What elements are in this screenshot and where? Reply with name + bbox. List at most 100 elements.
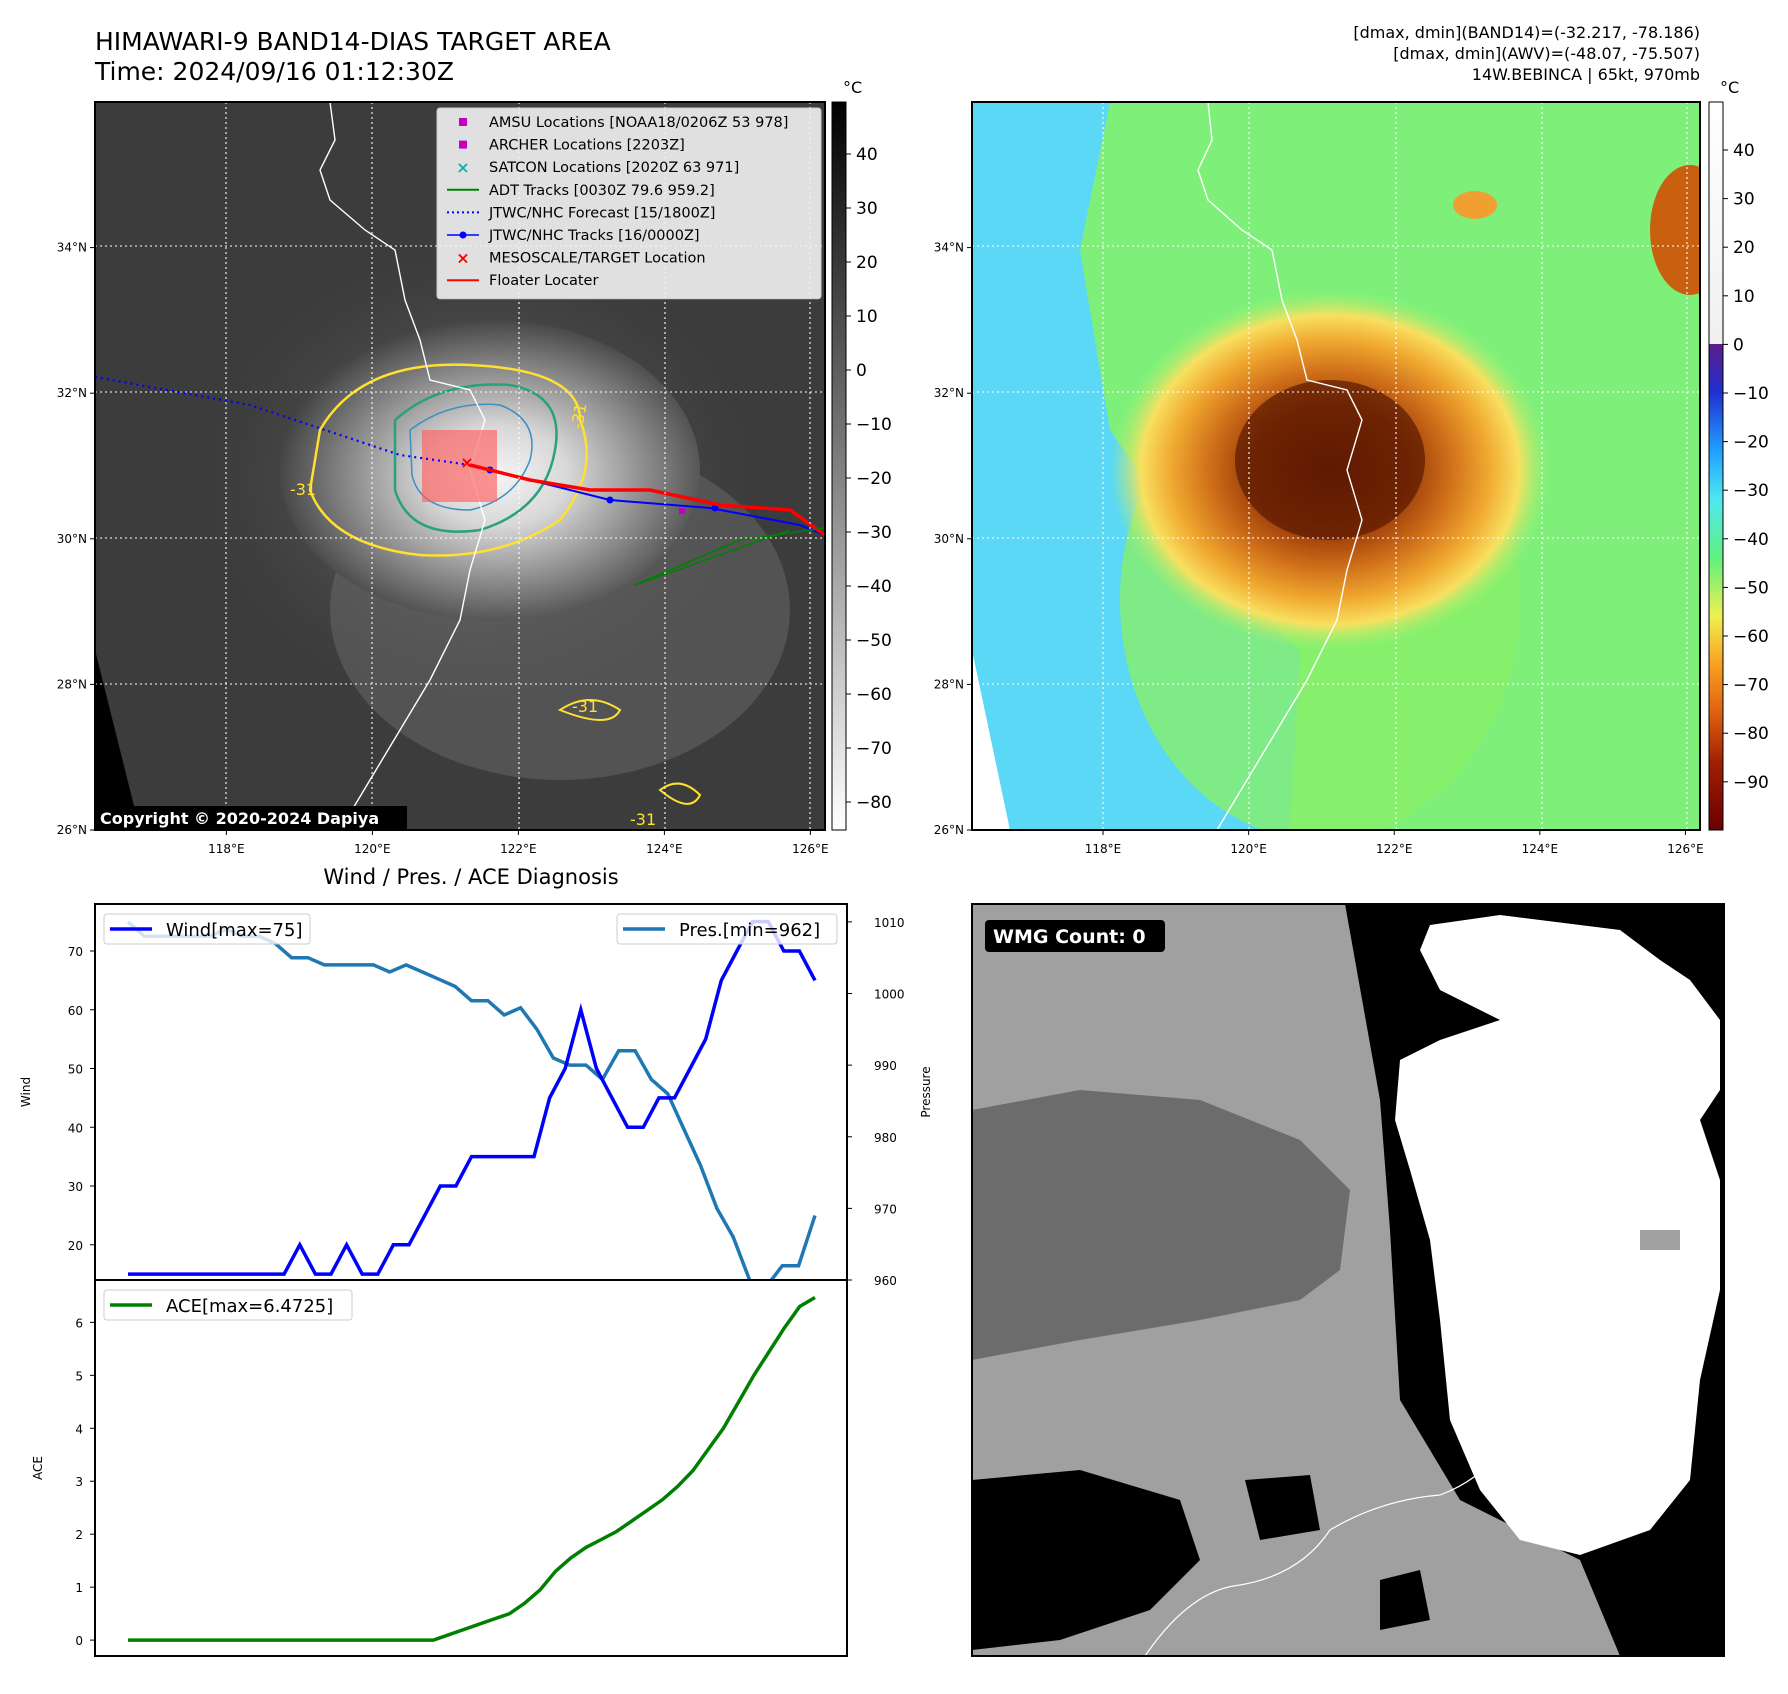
- wmg-panel: WMG Count: 0: [971, 903, 1725, 1657]
- legend-item-label: JTWC/NHC Forecast [15/1800Z]: [488, 205, 715, 221]
- legend-item-label: ADT Tracks [0030Z 79.6 959.2]: [489, 183, 715, 199]
- wind-axis: 20 30 40 50 60 70: [68, 945, 95, 1253]
- colorbar2-cold: [1709, 344, 1723, 830]
- colorbar-tick-label: −20: [856, 469, 892, 489]
- copyright-text: Copyright © 2020-2024 Dapiya: [100, 809, 379, 828]
- colorbar-tick-label: 20: [856, 253, 878, 273]
- lat-label: 28°N: [57, 677, 87, 691]
- color-lon-labels: 118°E 120°E 122°E 124°E 126°E: [1085, 830, 1704, 856]
- ir-legend: AMSU Locations [NOAA18/0206Z 53 978] ARCH…: [436, 107, 822, 300]
- y-tick-label: 980: [874, 1131, 897, 1145]
- ace-chart: 0 1 2 3 4 5 6 ACE ACE[max=6.4725]: [31, 1279, 848, 1657]
- awv-range: [dmax, dmin](AWV)=(-48.07, -75.507): [1393, 44, 1700, 63]
- ir-lon-labels: 118°E 120°E 122°E 124°E 126°E: [208, 830, 829, 856]
- ace-legend-box: [103, 1289, 353, 1321]
- ir-map-frame: [94, 101, 826, 831]
- contour-label: -31: [572, 697, 598, 716]
- colorbar1-ticks: 40 30 20 10 0 −10 −20 −30 −40 −50 −60 −70 −80: [846, 145, 892, 813]
- lat-label: 34°N: [57, 241, 87, 255]
- colorbar-tick-label: −90: [1733, 773, 1769, 793]
- pressure-legend: Pres.[min=962]: [616, 913, 838, 945]
- colorbar-tick-label: 10: [1733, 287, 1755, 307]
- y-tick-label: 60: [68, 1004, 83, 1018]
- color-gridlines: [972, 102, 1700, 830]
- legend-square-marker-icon: [459, 118, 467, 126]
- ir-map-panel: × -31 -31 -31 -31 Copyright © 2020-2024 …: [57, 78, 892, 856]
- legend-dot-icon: [459, 231, 467, 239]
- pressure-legend-label: Pres.[min=962]: [679, 920, 820, 941]
- ir-legend-box: [436, 107, 822, 300]
- wmg-black-sw: [972, 1470, 1200, 1650]
- wmg-black-patch-2: [1380, 1570, 1430, 1630]
- contour-label: -31: [630, 810, 656, 829]
- wind-legend: Wind[max=75]: [103, 913, 311, 945]
- wind-series-line: [128, 919, 817, 1276]
- color-no-data: [972, 650, 1010, 830]
- lon-label: 120°E: [1230, 842, 1267, 856]
- floater-box: [422, 430, 497, 502]
- colorbar-tick-label: −10: [1733, 384, 1769, 404]
- colorbar-tick-label: −40: [1733, 530, 1769, 550]
- lon-label: 124°E: [1522, 842, 1559, 856]
- colorbar-tick-label: 40: [856, 145, 878, 165]
- contour-yellow-se: [658, 782, 702, 805]
- y-tick-label: 30: [68, 1180, 83, 1194]
- lat-label: 28°N: [934, 677, 964, 691]
- y-tick-label: 1: [75, 1581, 83, 1595]
- figure-time: Time: 2024/09/16 01:12:30Z: [94, 57, 454, 86]
- ace-axis: 0 1 2 3 4 5 6: [75, 1316, 95, 1648]
- colorbar-tick-label: 0: [856, 361, 867, 381]
- y-tick-label: 960: [874, 1274, 897, 1288]
- y-tick-label: 990: [874, 1059, 897, 1073]
- colorbar-tick-label: −60: [1733, 627, 1769, 647]
- lon-label: 118°E: [208, 842, 245, 856]
- jtwc-track-line: [489, 469, 825, 536]
- y-tick-label: 2: [75, 1528, 83, 1542]
- lon-label: 126°E: [1667, 842, 1704, 856]
- wind-legend-label: Wind[max=75]: [166, 920, 303, 941]
- colorbar-tick-label: −10: [856, 415, 892, 435]
- jtwc-forecast-line: [95, 375, 471, 467]
- ace-legend: ACE[max=6.4725]: [103, 1289, 353, 1321]
- amsu-marker: [679, 508, 685, 514]
- lat-label: 32°N: [57, 386, 87, 400]
- wind-legend-box: [103, 913, 311, 945]
- contour-yellow-south: [557, 699, 622, 721]
- lat-label: 30°N: [934, 532, 964, 546]
- legend-item-label: Floater Locater: [489, 273, 598, 289]
- colorbar-tick-label: 40: [1733, 141, 1755, 161]
- colorbar-tick-label: −50: [1733, 578, 1769, 598]
- legend-x-marker-icon: ×: [456, 249, 469, 268]
- lat-label: 34°N: [934, 241, 964, 255]
- wmg-white-region: [1395, 915, 1720, 1555]
- y-tick-label: 6: [75, 1316, 83, 1330]
- lat-label: 26°N: [57, 823, 87, 837]
- legend-item-label: AMSU Locations [NOAA18/0206Z 53 978]: [489, 115, 788, 131]
- adt-track: [634, 527, 825, 586]
- ace-axis-label: ACE: [31, 1456, 45, 1480]
- colorbar1-unit: °C: [843, 78, 862, 97]
- y-tick-label: 1010: [874, 916, 905, 930]
- lat-label: 32°N: [934, 386, 964, 400]
- color-map-frame: [971, 101, 1701, 831]
- color-lat-labels: 34°N 32°N 30°N 28°N 26°N: [934, 241, 972, 837]
- y-tick-label: 1000: [874, 988, 905, 1002]
- jtwc-track-point: [711, 504, 719, 512]
- wind-pressure-frame: [94, 903, 848, 1281]
- y-tick-label: 50: [68, 1063, 83, 1077]
- lat-label: 26°N: [934, 823, 964, 837]
- target-x-marker: ×: [460, 453, 473, 472]
- wmg-black-patch: [1245, 1475, 1320, 1540]
- wmg-count-label: WMG Count: 0: [993, 926, 1146, 948]
- y-tick-label: 970: [874, 1202, 897, 1216]
- colorbar-tick-label: −30: [856, 523, 892, 543]
- y-tick-label: 20: [68, 1239, 83, 1253]
- colorbar2-warm: [1709, 102, 1723, 344]
- legend-x-marker-icon: ×: [456, 158, 469, 177]
- pressure-axis: 960 970 980 990 1000 1010: [847, 916, 905, 1288]
- lat-label: 30°N: [57, 532, 87, 546]
- colorbar-tick-label: 20: [1733, 238, 1755, 258]
- colorbar-tick-label: −20: [1733, 433, 1769, 453]
- ir-no-data: [95, 650, 140, 830]
